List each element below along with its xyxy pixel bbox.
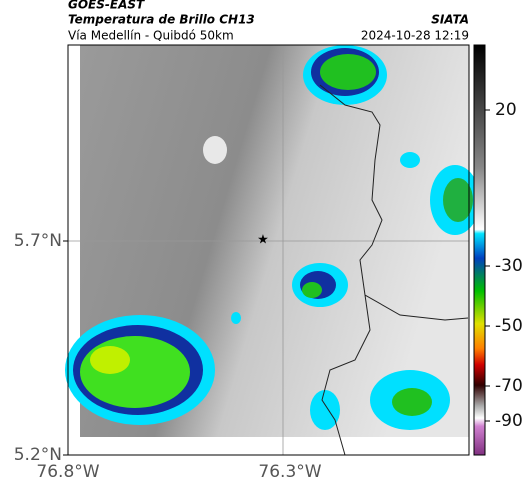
- map-border: [67, 44, 470, 456]
- region: Vía Medellín - Quibdó 50km: [68, 29, 234, 43]
- lon-label: 76.8°W: [36, 462, 99, 482]
- header: GOES-EAST Temperatura de Brillo CH13 Vía…: [68, 0, 469, 43]
- satellite: GOES-EAST: [68, 0, 145, 12]
- lon-label: 76.3°W: [258, 462, 321, 482]
- source: SIATA: [431, 13, 469, 27]
- colorbar-label: -70: [495, 376, 523, 396]
- convective-cells: [65, 45, 480, 430]
- colorbar-label: -90: [495, 411, 523, 431]
- location-star: ★: [257, 233, 269, 248]
- colorbar-label: 20: [495, 100, 517, 120]
- colorbar-label: -50: [495, 316, 523, 336]
- lat-label: 5.7°N: [14, 231, 62, 251]
- colorbar: [473, 44, 486, 456]
- map: ★: [65, 44, 480, 456]
- colorbar-scale: [473, 44, 486, 456]
- boundary: [319, 84, 469, 456]
- lat-label: 5.2°N: [14, 445, 62, 465]
- timestamp: 2024-10-28 12:19: [361, 29, 469, 43]
- product: Temperatura de Brillo CH13: [68, 13, 255, 27]
- colorbar-label: -30: [495, 256, 523, 276]
- cloud: [203, 136, 227, 164]
